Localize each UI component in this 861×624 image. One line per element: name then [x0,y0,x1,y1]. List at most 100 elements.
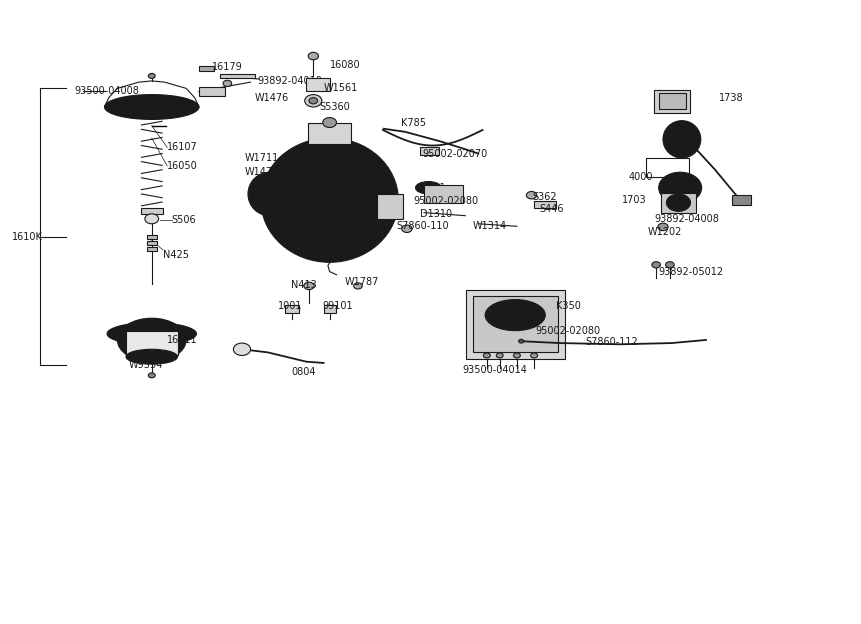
Text: W1711: W1711 [245,153,278,163]
Bar [307,122,350,144]
Text: S446: S446 [539,205,563,215]
Circle shape [307,52,318,60]
Text: 16107: 16107 [167,142,198,152]
Text: N413: N413 [291,280,316,290]
Circle shape [148,74,155,79]
Circle shape [145,214,158,224]
Ellipse shape [295,177,363,224]
Ellipse shape [117,318,186,362]
Text: W1561: W1561 [323,84,357,94]
Text: 16050: 16050 [167,161,198,171]
Text: W1202: W1202 [647,228,681,238]
Text: 95002-02080: 95002-02080 [536,326,600,336]
Bar [376,194,402,219]
Text: 4000: 4000 [628,172,653,182]
Bar [658,94,685,109]
Ellipse shape [671,128,691,150]
Circle shape [526,192,536,199]
Circle shape [483,353,490,358]
Bar [146,241,157,245]
Circle shape [303,282,313,290]
Ellipse shape [415,182,441,194]
Circle shape [322,117,336,127]
Bar [465,290,564,359]
Circle shape [308,98,317,104]
Ellipse shape [485,300,545,331]
Text: S506: S506 [171,215,196,225]
Text: K350: K350 [555,301,579,311]
Text: W1787: W1787 [344,277,379,287]
Ellipse shape [248,172,291,216]
Circle shape [496,353,503,358]
Circle shape [233,343,251,356]
Text: 16179: 16179 [212,62,242,72]
Text: 93892-04010: 93892-04010 [257,76,322,86]
Bar [660,193,695,213]
Text: S7860-112: S7860-112 [585,337,638,347]
Circle shape [651,261,660,268]
Text: K785: K785 [400,117,425,127]
Ellipse shape [107,323,196,345]
Bar [199,66,214,71]
Circle shape [518,339,523,343]
Text: 95002-02070: 95002-02070 [422,149,487,158]
Text: 1610K: 1610K [12,233,42,243]
Text: S5360: S5360 [319,102,350,112]
Text: 93500-04008: 93500-04008 [74,87,139,97]
Text: 1738: 1738 [718,93,742,103]
Bar [285,305,298,313]
Text: 1703: 1703 [621,195,646,205]
Text: 95002-02080: 95002-02080 [413,197,479,207]
Text: 99101: 99101 [321,301,352,311]
Text: S362: S362 [532,192,556,202]
Text: W9554: W9554 [128,360,163,370]
Circle shape [657,223,667,231]
Circle shape [401,225,412,233]
Ellipse shape [261,138,398,262]
Circle shape [665,261,673,268]
Bar [146,247,157,251]
Text: 93892-04008: 93892-04008 [653,214,718,224]
Text: 16080: 16080 [329,60,360,70]
Text: 93500-04014: 93500-04014 [462,366,527,376]
Bar [126,331,177,356]
Text: W1470: W1470 [245,167,278,177]
Text: 0804: 0804 [292,368,316,378]
Bar [199,87,225,96]
Bar [306,79,330,91]
Bar [424,185,462,203]
Bar [146,235,157,239]
Ellipse shape [662,120,700,158]
Bar [324,305,336,313]
Circle shape [223,80,232,87]
Bar [653,90,690,113]
Text: W1314: W1314 [473,222,506,232]
Text: D1310: D1310 [419,210,451,220]
Ellipse shape [126,349,177,364]
Circle shape [304,95,321,107]
Bar [534,202,555,208]
Ellipse shape [658,172,701,203]
Circle shape [513,353,520,358]
Circle shape [353,283,362,289]
Text: 1531: 1531 [422,183,447,193]
Bar [220,74,255,78]
Circle shape [148,373,155,378]
Circle shape [530,353,537,358]
Ellipse shape [666,194,690,212]
Bar [419,147,438,155]
Bar [645,158,688,177]
Text: 1001: 1001 [278,301,302,311]
Ellipse shape [666,178,692,197]
Text: 16111: 16111 [167,335,198,345]
Text: N425: N425 [163,250,189,260]
Text: W1476: W1476 [255,93,288,103]
Ellipse shape [303,183,355,218]
Bar [472,296,557,353]
Ellipse shape [257,180,282,208]
Bar [140,208,163,215]
Text: S7860-110: S7860-110 [396,222,449,232]
Ellipse shape [104,95,199,119]
Text: 93892-05012: 93892-05012 [658,266,723,276]
Bar [731,195,750,205]
